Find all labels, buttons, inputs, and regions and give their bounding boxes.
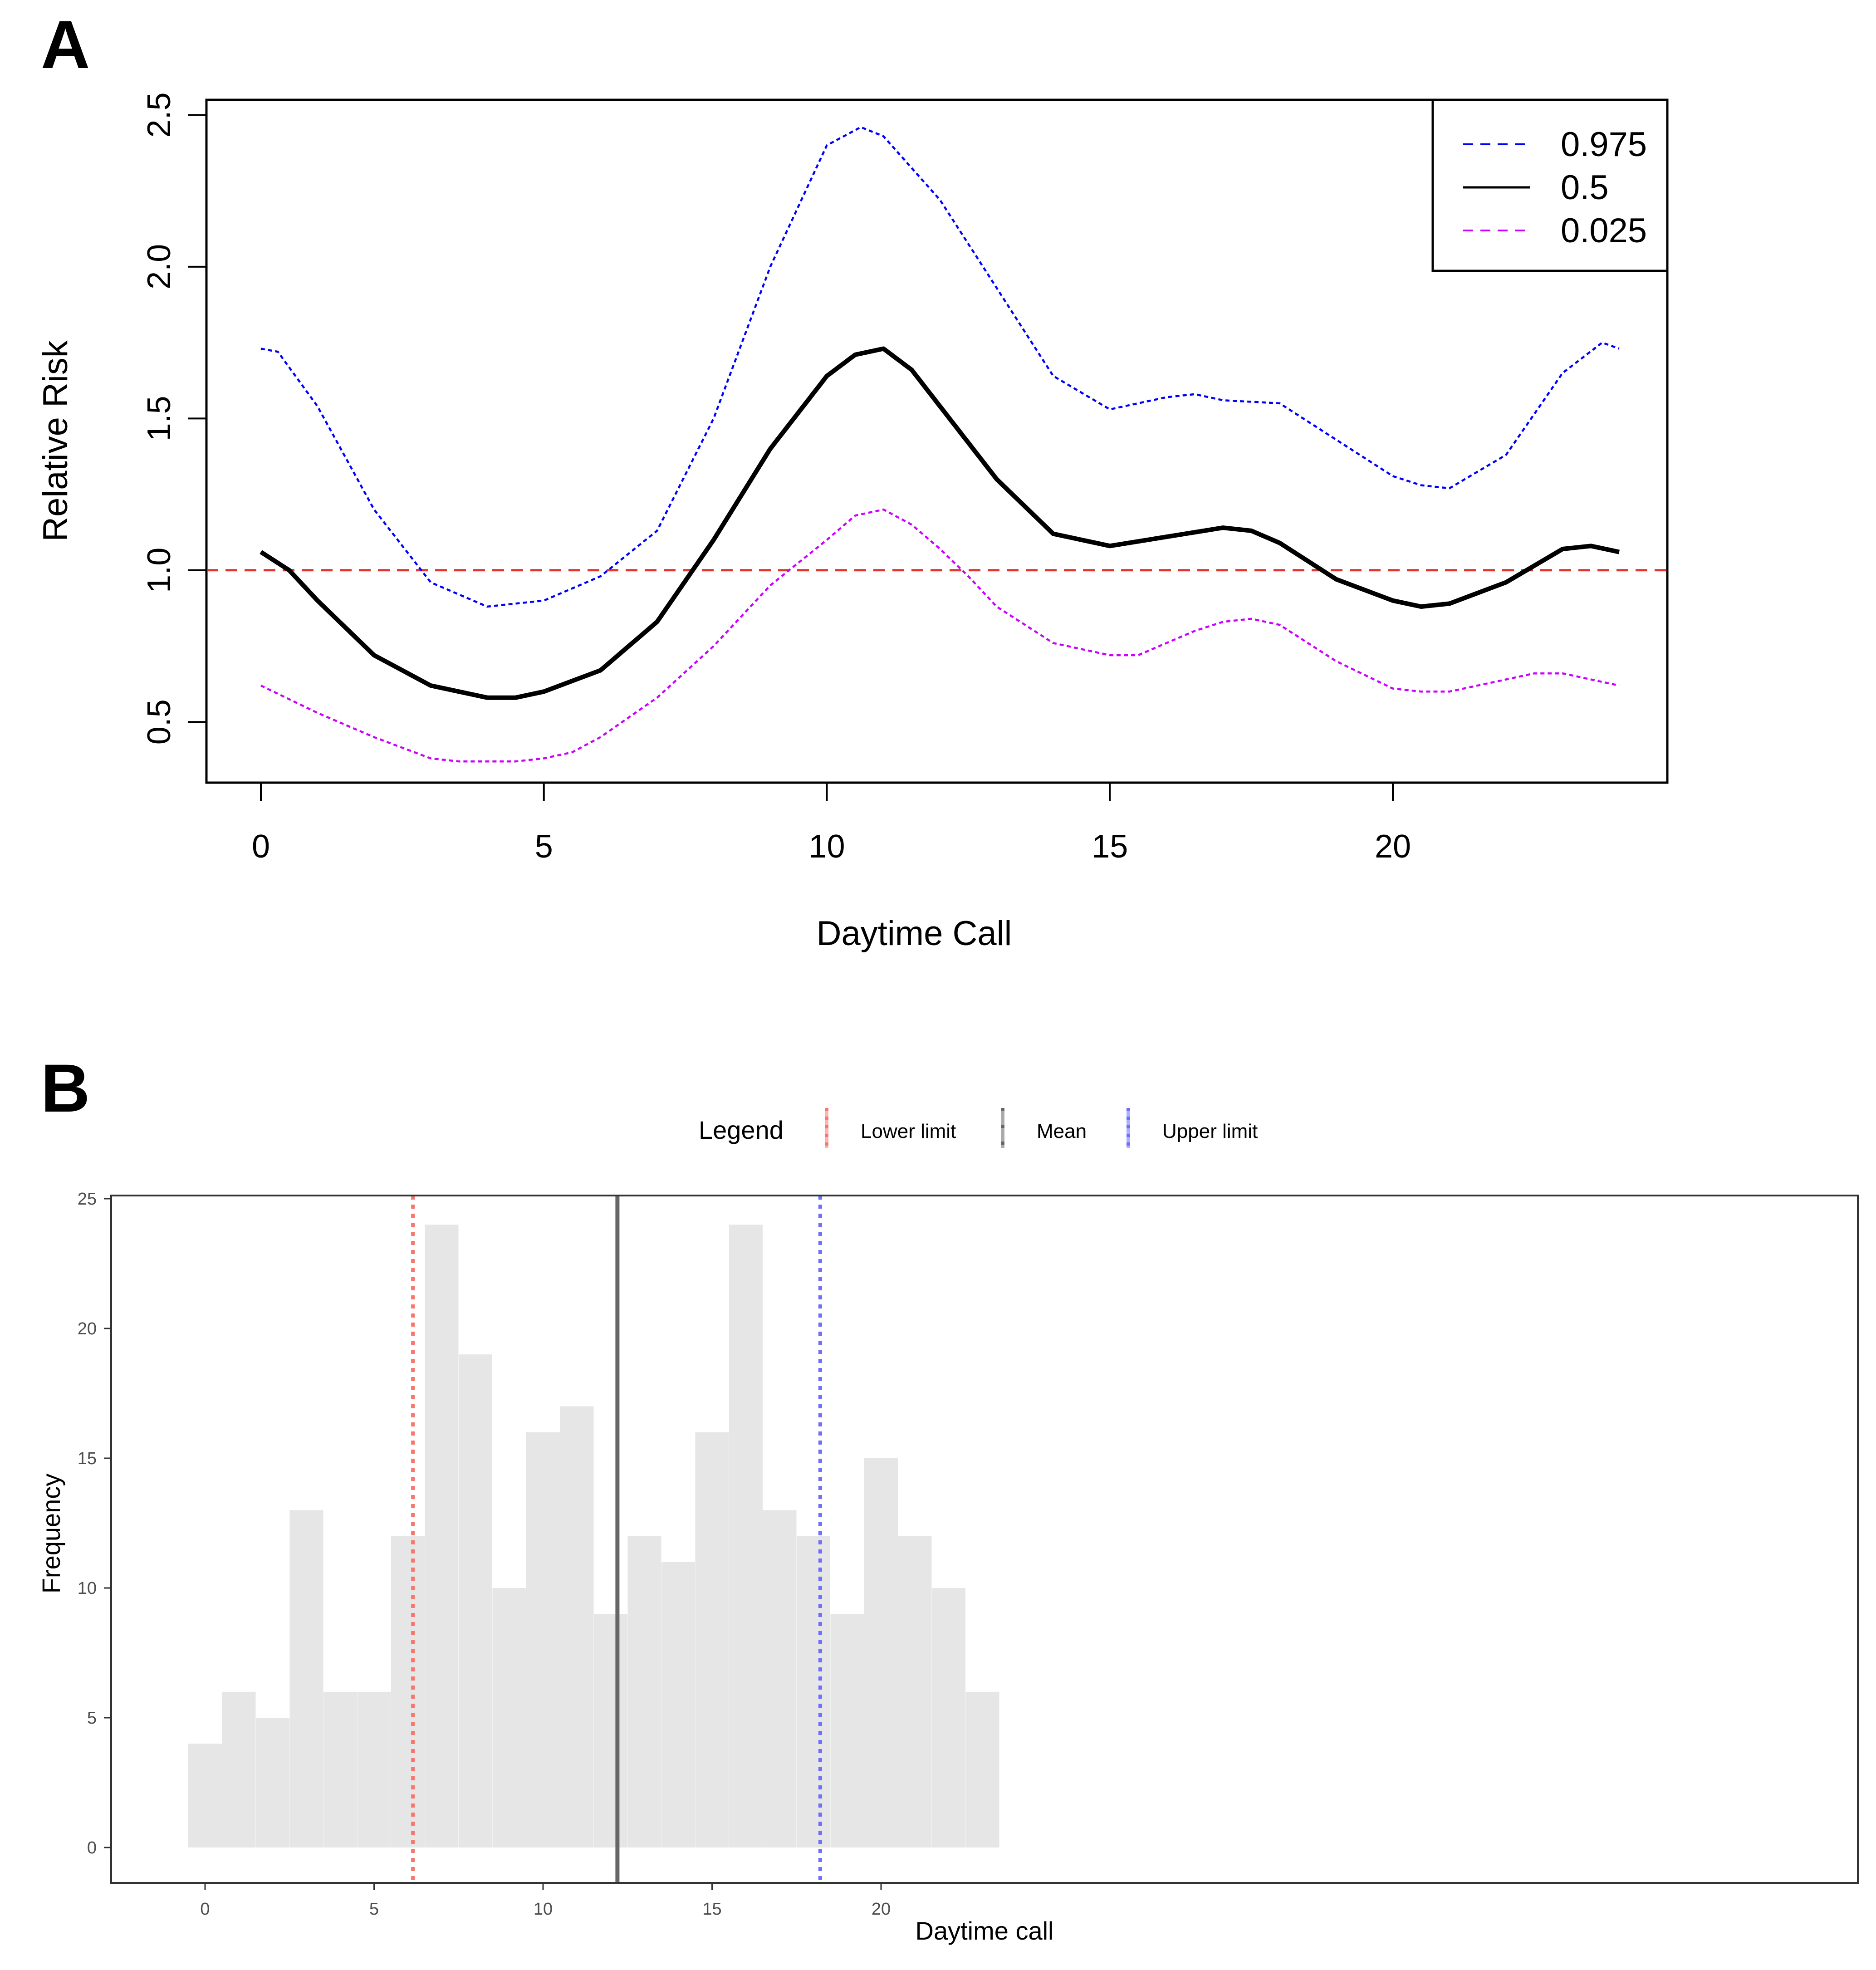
panel-b-bar-9: [492, 1588, 526, 1847]
panel-a-series-line-2: [260, 508, 1620, 763]
panel-b-bar-4: [323, 1691, 357, 1847]
panel-b-legend: Legend Lower limit Mean Upper limit: [699, 1108, 1258, 1148]
panel-b-bar-19: [830, 1614, 864, 1847]
panel-b-bar-1: [222, 1691, 256, 1847]
panel-a-letter: A: [41, 6, 90, 83]
panel-b-y-tick-label-15: 15: [78, 1449, 97, 1468]
panel-a-x-axis: 0 5 10 15 20: [252, 782, 1411, 865]
panel-b-y-axis: 0 5 10 15 20 25: [78, 1190, 111, 1857]
panel-b-bar-11: [560, 1406, 594, 1847]
panel-a-series-line-1: [260, 346, 1620, 700]
panel-a-legend-box: [1431, 98, 1669, 272]
panel-b-legend-title: Legend: [699, 1116, 784, 1144]
panel-b-bar-13: [627, 1536, 661, 1847]
panel-a-y-tick-label-3: 2.0: [141, 244, 177, 289]
panel-a-series-line-0: [260, 126, 1620, 608]
panel-b-y-tick-label-0: 0: [87, 1838, 97, 1857]
panel-b-legend-label-2: Upper limit: [1162, 1120, 1258, 1142]
panel-b-bar-22: [932, 1588, 965, 1847]
panel-b-x-axis: 0 5 10 15 20: [200, 1883, 891, 1919]
panel-b-x-tick-label-5: 5: [369, 1900, 379, 1919]
panel-b-x-tick-label-20: 20: [872, 1900, 891, 1919]
panel-b-bar-16: [729, 1225, 763, 1847]
panel-b-bar-10: [526, 1432, 560, 1847]
panel-b-bar-2: [256, 1718, 289, 1847]
panel-a-legend-label-0: 0.975: [1561, 125, 1647, 164]
panel-b-y-tick-label-25: 25: [78, 1190, 97, 1209]
panel-b-bar-23: [965, 1691, 999, 1847]
panel-b-bar-6: [391, 1536, 425, 1847]
panel-b-bar-15: [695, 1432, 729, 1847]
panel-a-y-tick-label-1: 1.0: [141, 548, 177, 593]
panel-b-legend-label-1: Mean: [1037, 1120, 1087, 1142]
panel-a-y-axis-label: Relative Risk: [36, 340, 75, 541]
panel-a-x-tick-label-20: 20: [1375, 828, 1411, 865]
panel-b-bars-group: [188, 1225, 999, 1847]
panel-b-bar-3: [289, 1510, 323, 1847]
panel-b-letter: B: [41, 1050, 90, 1126]
panel-a-legend-label-2: 0.025: [1561, 211, 1647, 250]
panel-a-series-group: [260, 126, 1620, 763]
panel-b-bar-20: [864, 1458, 898, 1847]
panel-b-y-tick-label-20: 20: [78, 1319, 97, 1338]
panel-b-vlines-group: [411, 1196, 822, 1883]
panel-b-legend-label-0: Lower limit: [861, 1120, 956, 1142]
panel-b-x-tick-label-0: 0: [200, 1900, 210, 1919]
panel-a-x-tick-label-0: 0: [252, 828, 270, 865]
panel-a-x-axis-label: Daytime Call: [817, 914, 1012, 953]
panel-b-bar-7: [425, 1225, 459, 1847]
panel-a-legend-label-1: 0.5: [1561, 168, 1609, 207]
panel-b-plot-frame: [110, 1195, 1859, 1884]
panel-b-y-axis-label: Frequency: [37, 1474, 65, 1594]
panel-b-bar-12: [594, 1614, 627, 1847]
panel-b-y-tick-label-5: 5: [87, 1709, 97, 1728]
panel-b-bar-17: [763, 1510, 797, 1847]
panel-b-bar-14: [661, 1562, 695, 1847]
panel-b-bar-5: [357, 1691, 391, 1847]
panel-a-y-tick-label-0: 0.5: [141, 699, 177, 745]
panel-b-bar-21: [898, 1536, 932, 1847]
panel-a-y-tick-label-4: 2.5: [141, 92, 177, 137]
panel-b-x-axis-label: Daytime call: [916, 1916, 1054, 1945]
panel-a-x-tick-label-10: 10: [808, 828, 845, 865]
panel-a-y-axis: 0.5 1.0 1.5 2.0 2.5: [141, 92, 207, 745]
panel-b-x-tick-label-10: 10: [534, 1900, 553, 1919]
panel-a-x-tick-label-5: 5: [535, 828, 553, 865]
panel-b-x-tick-label-15: 15: [702, 1900, 721, 1919]
panel-b-y-tick-label-10: 10: [78, 1579, 97, 1598]
panel-a-legend: 0.975 0.5 0.025: [1431, 98, 1669, 272]
panel-b-bar-0: [188, 1744, 222, 1847]
panel-b-bar-18: [797, 1536, 830, 1847]
panel-b-histogram: B Legend Lower limit Mean Upper limit 0 5 10…: [37, 1050, 1859, 1945]
panel-a-x-tick-label-15: 15: [1092, 828, 1128, 865]
panel-a-y-tick-label-2: 1.5: [141, 396, 177, 441]
panel-b-bar-8: [459, 1354, 492, 1847]
panel-a-line-chart: A 0 5 10 15 20 0.51.01.52.02.5 Daytime Call …: [36, 6, 1669, 953]
